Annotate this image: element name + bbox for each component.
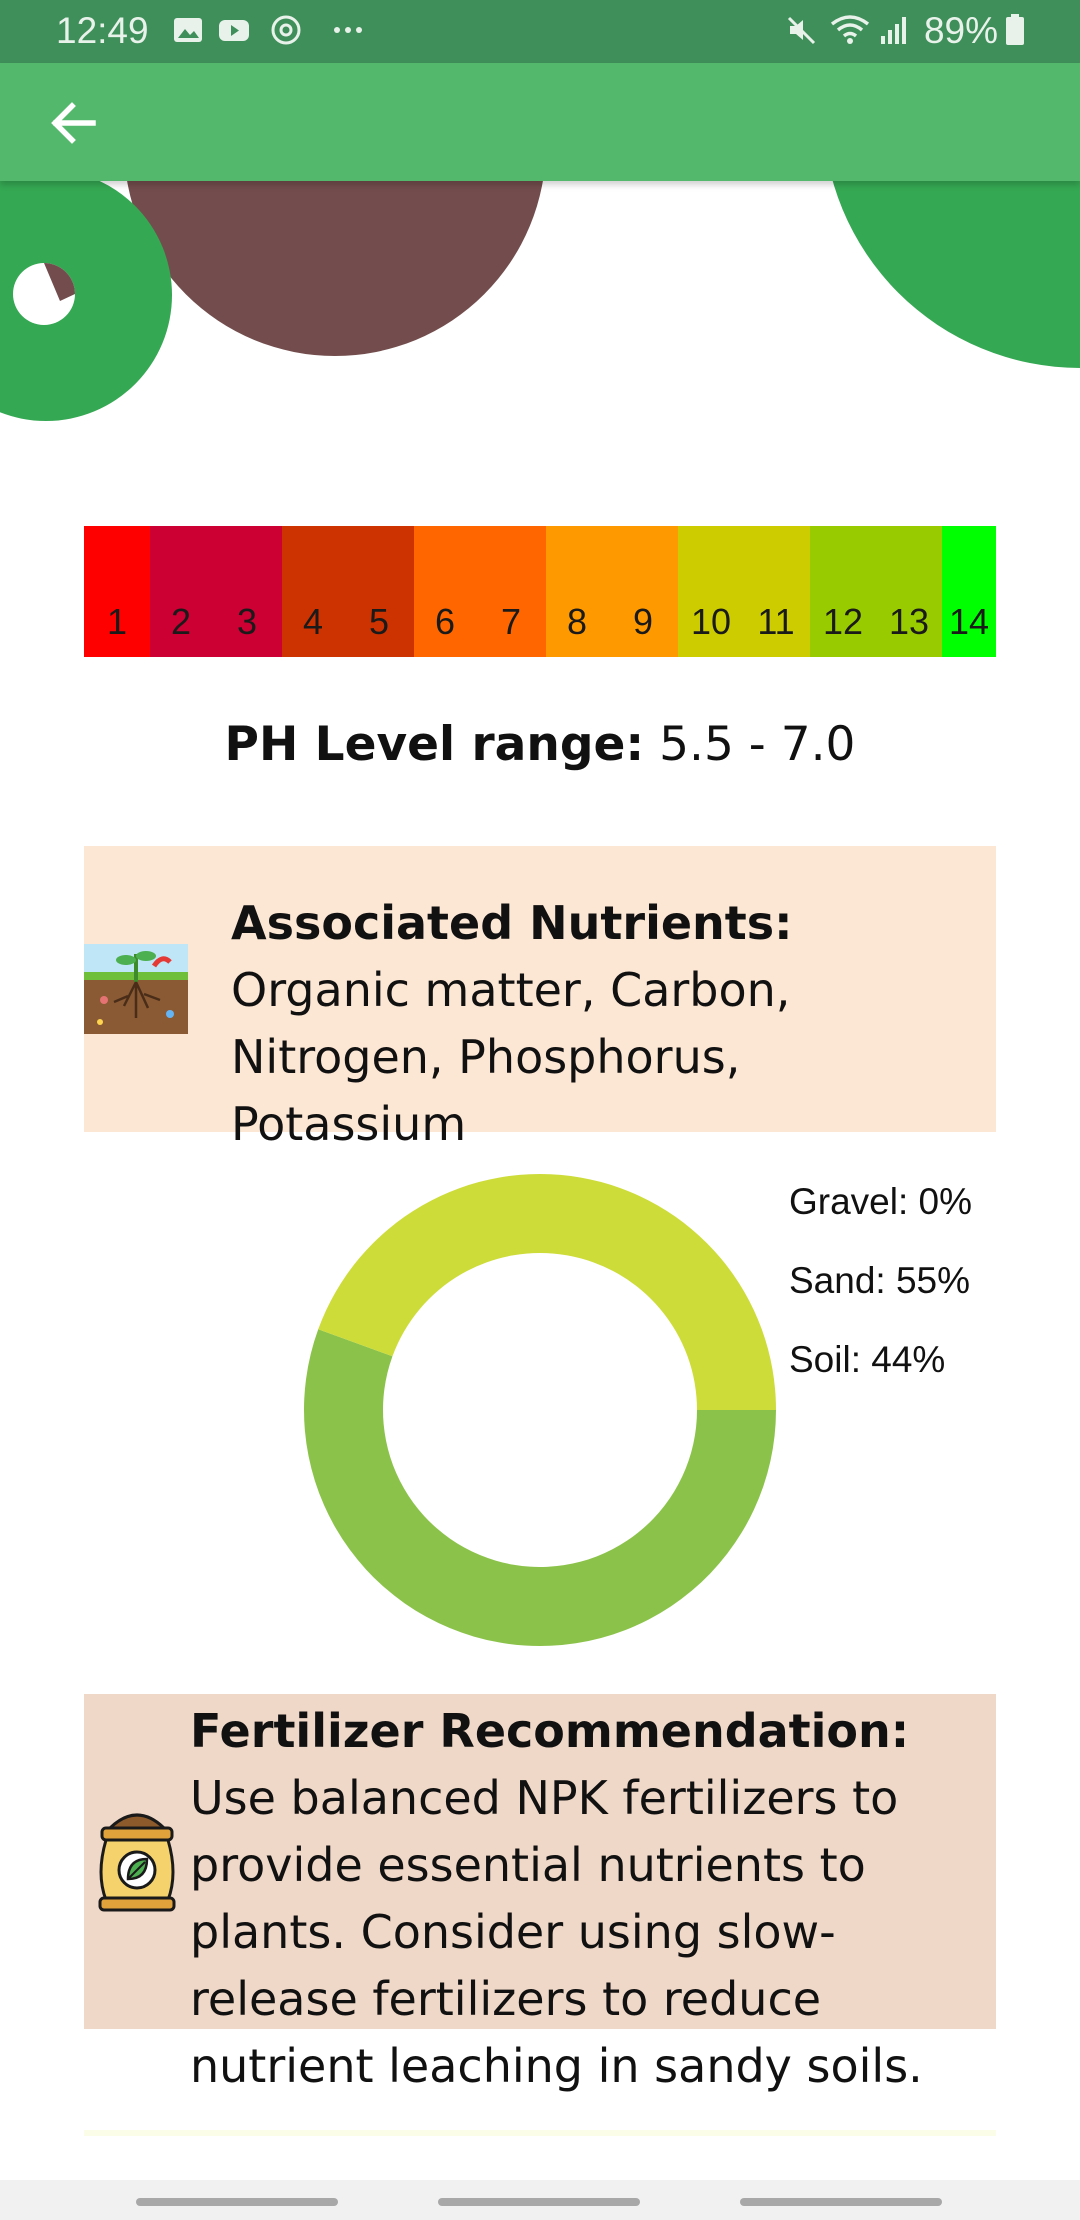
- assistant-icon: [271, 15, 301, 45]
- ph-range-value: 5.5 - 7.0: [659, 717, 856, 772]
- ph-segment: 14: [942, 526, 996, 657]
- ph-scale: 1 2 3 4 5 6 7 8 9 10 11 12 13 14: [84, 526, 996, 657]
- ph-segment: 10 11: [678, 526, 810, 657]
- decorative-circles: [0, 181, 1080, 421]
- wifi-icon: [830, 15, 870, 44]
- ph-range: PH Level range: 5.5 - 7.0: [0, 717, 1080, 772]
- ph-level-label: 12: [822, 601, 864, 642]
- nav-home-button[interactable]: [438, 2198, 640, 2206]
- status-bar: 12:49 89%: [0, 0, 1080, 63]
- nutrients-value: Organic matter, Carbon, Nitrogen, Phosph…: [231, 963, 791, 1151]
- signal-icon: [881, 17, 906, 44]
- mute-icon: [787, 16, 816, 45]
- ph-level-label: 8: [566, 601, 588, 642]
- ph-level-label: 14: [948, 601, 990, 642]
- nutrients-card: Associated Nutrients: Organic matter, Ca…: [84, 846, 996, 1151]
- legend-soil: Soil: 44%: [789, 1339, 946, 1380]
- more-dots-icon: [334, 27, 362, 33]
- fertilizer-text: Fertilizer Recommendation: Use balanced …: [190, 1698, 990, 2100]
- legend-sand: Sand: 55%: [789, 1260, 971, 1301]
- status-time: 12:49: [56, 10, 149, 51]
- composition-legend: Gravel: 0% Sand: 55% Soil: 44%: [789, 1174, 972, 1411]
- next-card-edge: [84, 2130, 996, 2136]
- ph-level-label: 3: [236, 601, 258, 642]
- nav-recents-button[interactable]: [136, 2198, 338, 2206]
- fertilizer-label: Fertilizer Recommendation:: [190, 1704, 910, 1758]
- composition-chart: [300, 1170, 780, 1650]
- donut-chart: [303, 1174, 776, 1646]
- donut-slice-soil: [318, 1174, 776, 1410]
- ph-level-label: 11: [757, 601, 795, 642]
- legend-gravel: Gravel: 0%: [789, 1181, 973, 1222]
- fertilizer-value: Use balanced NPK fertilizers to provide …: [190, 1771, 923, 2093]
- back-button[interactable]: [38, 91, 110, 155]
- nutrients-text: Associated Nutrients: Organic matter, Ca…: [231, 890, 971, 1158]
- ph-level-label: 9: [632, 601, 654, 642]
- donut-slice-sand: [303, 1329, 776, 1646]
- nav-bar: [0, 2180, 1080, 2220]
- app-bar: [0, 63, 1080, 181]
- battery-icon: [1006, 14, 1024, 45]
- nutrients-label: Associated Nutrients:: [231, 896, 793, 950]
- ph-level-label: 6: [434, 601, 456, 642]
- soil-plant-icon: [84, 944, 188, 1034]
- ph-level-label: 1: [106, 601, 128, 642]
- ph-segment: 12 13: [810, 526, 942, 657]
- ph-level-label: 5: [368, 601, 390, 642]
- ph-level-label: 10: [690, 601, 732, 642]
- ph-segment: 1: [84, 526, 150, 657]
- fertilizer-bag-icon: [98, 1813, 176, 1912]
- nav-back-button[interactable]: [740, 2198, 942, 2206]
- arrow-left-icon: [51, 102, 96, 144]
- ph-level-label: 2: [170, 601, 192, 642]
- battery-percent: 89%: [923, 10, 998, 51]
- image-icon: [174, 18, 202, 42]
- ph-level-label: 13: [888, 601, 930, 642]
- ph-range-label: PH Level range:: [224, 717, 645, 772]
- youtube-icon: [219, 20, 249, 41]
- fertilizer-card: Fertilizer Recommendation: Use balanced …: [84, 1694, 996, 2093]
- ph-level-label: 7: [500, 601, 522, 642]
- ph-level-label: 4: [302, 601, 324, 642]
